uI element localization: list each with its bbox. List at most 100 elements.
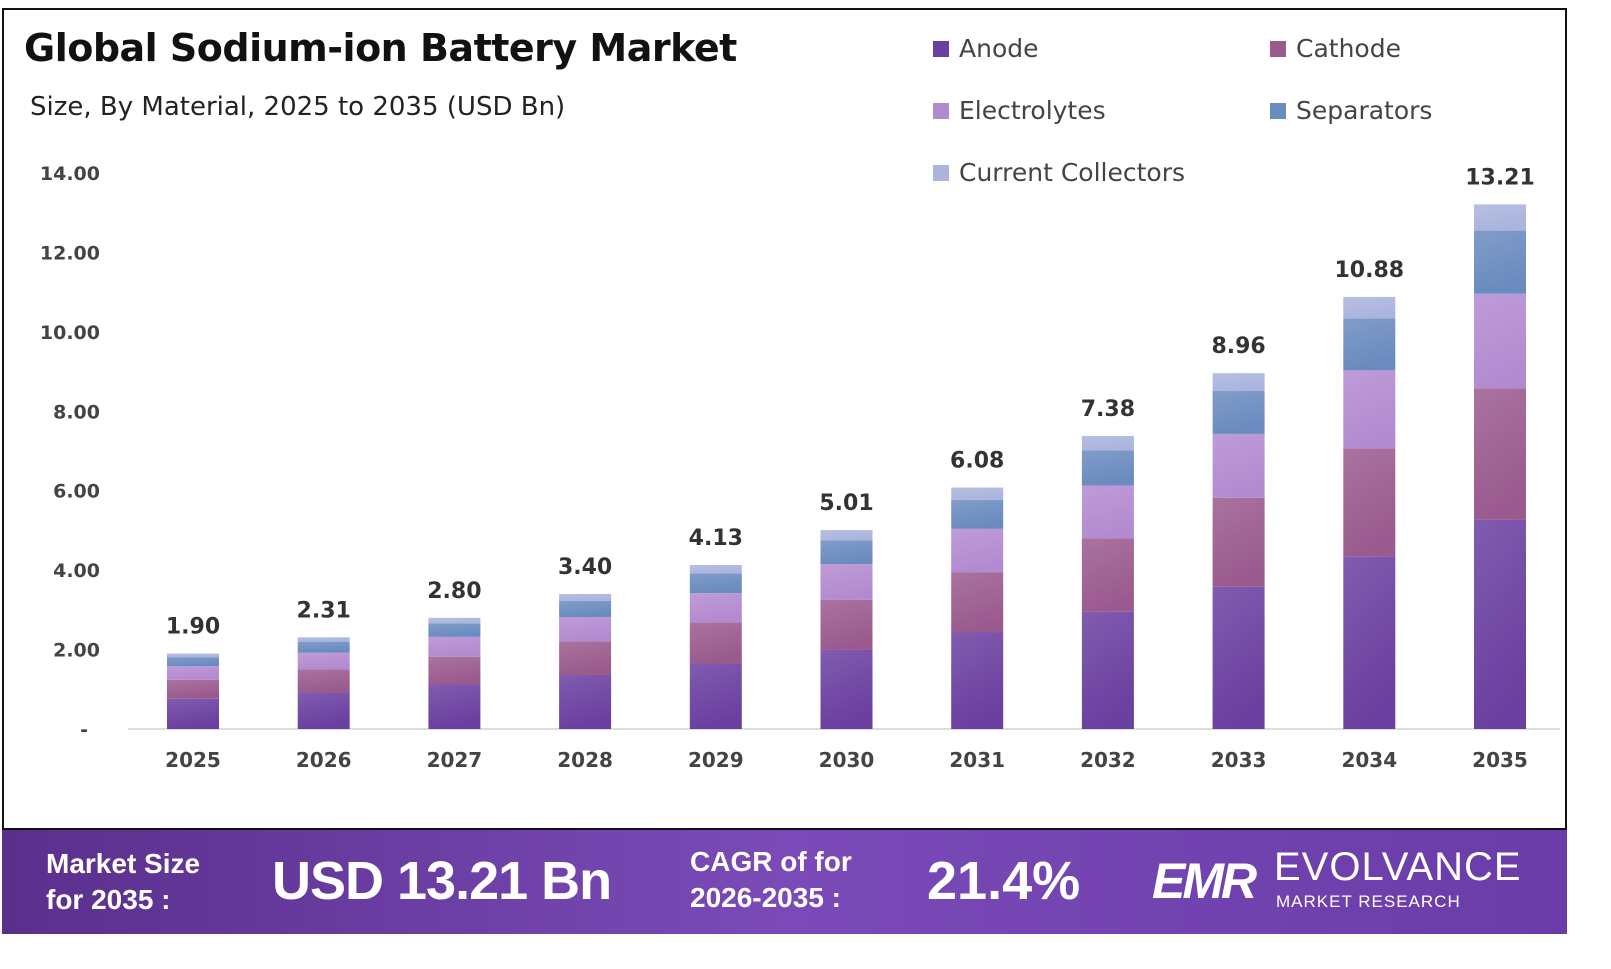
market-size-value: USD 13.21 Bn xyxy=(272,851,612,911)
bar-segment-current-collectors xyxy=(1474,204,1526,231)
bar-segment-separators xyxy=(297,641,350,653)
y-tick-label: 14.00 xyxy=(40,163,100,185)
bar-segment-separators xyxy=(1474,230,1526,294)
bar-segment-cathode xyxy=(1343,448,1396,557)
market-size-label-line: for 2035 : xyxy=(46,884,171,915)
legend-label: Anode xyxy=(959,34,1039,63)
total-data-label: 6.08 xyxy=(950,449,1004,474)
x-tick-label: 2033 xyxy=(1211,748,1267,772)
bar-segment-current-collectors xyxy=(428,617,481,624)
legend-cathode: Cathode xyxy=(1270,34,1401,63)
chart-subtitle: Size, By Material, 2025 to 2035 (USD Bn) xyxy=(30,92,566,122)
bar-segment-current-collectors xyxy=(1081,435,1134,451)
legend-label: Electrolytes xyxy=(959,96,1106,125)
bar-segment-current-collectors xyxy=(559,593,612,601)
bar-segment-electrolytes xyxy=(428,636,481,657)
x-tick-label: 2031 xyxy=(949,748,1005,772)
cagr-label-line: 2026-2035 : xyxy=(690,882,842,913)
bar-segment-separators xyxy=(1343,318,1396,371)
bar-segment-cathode xyxy=(689,622,742,664)
bar-segment-electrolytes xyxy=(1081,485,1134,539)
bar-segment-separators xyxy=(1212,391,1265,434)
bar-segment-cathode xyxy=(1474,388,1526,520)
bar-segment-separators xyxy=(167,657,219,667)
bar-segment-electrolytes xyxy=(297,652,350,670)
bar-segment-electrolytes xyxy=(1343,370,1396,449)
bar-segment-electrolytes xyxy=(1474,293,1526,389)
y-tick-label: 4.00 xyxy=(53,560,100,582)
chart-title: Global Sodium-ion Battery Market xyxy=(24,26,737,70)
legend-label: Current Collectors xyxy=(959,158,1186,187)
legend-swatch xyxy=(1270,102,1286,119)
y-tick-label: 6.00 xyxy=(53,481,100,503)
y-tick-label: 12.00 xyxy=(40,242,100,264)
legend-anode: Anode xyxy=(933,34,1039,63)
total-data-label: 3.40 xyxy=(558,555,612,580)
bar-segment-anode xyxy=(951,632,1004,729)
bar-segment-anode xyxy=(167,698,219,729)
bar-segment-cathode xyxy=(559,641,612,675)
logo-subtext: MARKET RESEARCH xyxy=(1276,892,1461,911)
legend-swatch xyxy=(933,164,949,181)
bar-segment-electrolytes xyxy=(820,564,873,600)
bar-segment-cathode xyxy=(951,572,1004,633)
market-size-label: Market Size for 2035 : xyxy=(46,846,200,918)
bar-segment-separators xyxy=(820,540,873,565)
bar-segment-electrolytes xyxy=(689,593,742,623)
x-tick-label: 2035 xyxy=(1472,748,1528,772)
total-data-label: 8.96 xyxy=(1211,334,1265,359)
cagr-value: 21.4% xyxy=(927,851,1081,911)
bar-segment-current-collectors xyxy=(689,564,742,574)
x-tick-label: 2028 xyxy=(557,748,613,772)
total-data-label: 2.31 xyxy=(297,598,351,623)
x-tick-label: 2027 xyxy=(427,748,483,772)
bar-segment-current-collectors xyxy=(820,530,873,541)
bar-chart: - 2.00 4.00 6.00 8.00 10.00 12.00 14.00 1.90 2025… xyxy=(40,163,1560,772)
bar-segment-anode xyxy=(1081,611,1134,729)
legend-swatch xyxy=(933,102,949,119)
bar-segment-separators xyxy=(951,499,1004,529)
bar-segment-separators xyxy=(1081,450,1134,486)
bar-segment-cathode xyxy=(428,656,481,685)
cagr-label-line: CAGR of for xyxy=(690,846,852,877)
total-data-label: 7.38 xyxy=(1081,397,1135,422)
y-tick-label: 10.00 xyxy=(40,322,100,344)
bar-segment-cathode xyxy=(1081,538,1134,612)
total-data-label: 1.90 xyxy=(166,615,220,640)
bar-segment-electrolytes xyxy=(559,617,612,642)
logo-text: EVOLVANCE xyxy=(1274,845,1522,889)
x-tick-label: 2025 xyxy=(165,748,221,772)
legend-swatch xyxy=(1270,40,1286,57)
x-tick-label: 2029 xyxy=(688,748,744,772)
bar-segment-anode xyxy=(1212,586,1265,729)
cagr-label: CAGR of for 2026-2035 : xyxy=(690,844,852,916)
bar-segment-separators xyxy=(689,573,742,594)
bar-segment-current-collectors xyxy=(297,637,350,642)
x-tick-label: 2034 xyxy=(1341,748,1397,772)
bar-segment-cathode xyxy=(297,669,350,693)
legend-current-collectors: Current Collectors xyxy=(933,158,1185,187)
bar-segment-anode xyxy=(297,692,350,729)
total-data-label: 5.01 xyxy=(819,491,873,516)
bar-segment-electrolytes xyxy=(1212,433,1265,498)
bar-segment-separators xyxy=(559,600,612,618)
bar-segment-anode xyxy=(559,674,612,729)
legend-swatch xyxy=(933,40,949,57)
bar-segment-separators xyxy=(428,623,481,637)
bar-segment-current-collectors xyxy=(1343,296,1396,319)
total-data-label: 4.13 xyxy=(689,526,743,551)
y-tick-label: - xyxy=(80,719,88,741)
y-tick-label: 8.00 xyxy=(53,401,100,423)
bar-segment-current-collectors xyxy=(1212,373,1265,392)
market-size-label-line: Market Size xyxy=(46,848,201,879)
bar-segment-anode xyxy=(689,663,742,729)
bar-segment-cathode xyxy=(167,679,219,699)
legend-label: Separators xyxy=(1296,96,1433,125)
bar-segment-cathode xyxy=(1212,497,1265,587)
total-data-label: 10.88 xyxy=(1335,258,1405,283)
bar-segment-cathode xyxy=(820,599,873,650)
y-tick-label: 2.00 xyxy=(53,640,100,662)
logo-mark: EMR xyxy=(1152,853,1257,909)
x-tick-label: 2030 xyxy=(819,748,875,772)
